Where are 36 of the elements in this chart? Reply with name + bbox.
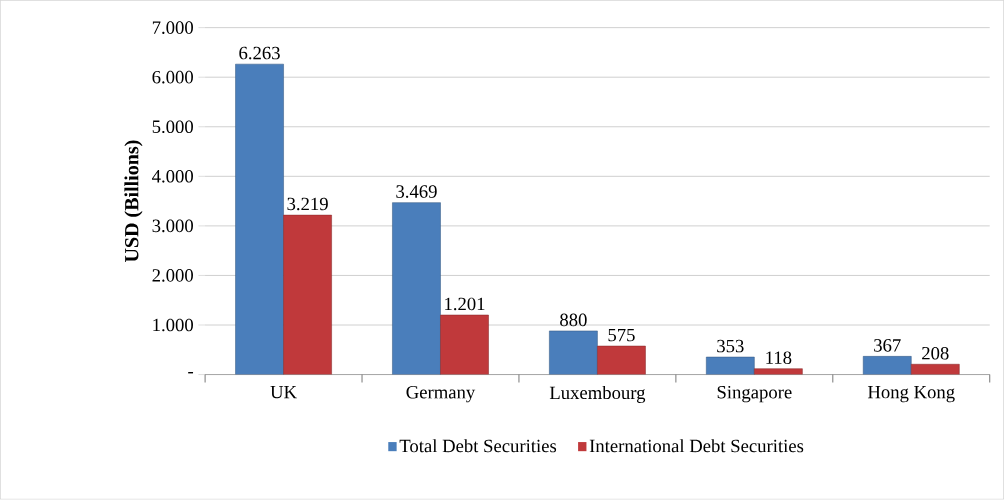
bar [549,330,598,375]
data-label: 575 [608,329,635,342]
x-tick-label: UK [270,386,297,399]
y-tick-label: 5.000 [152,120,193,134]
data-label: 208 [922,347,949,360]
data-label: 3.469 [396,185,437,199]
data-label: 880 [560,313,587,327]
data-label: 6.263 [239,47,280,60]
x-tick-label: Hong Kong [867,386,955,403]
y-tick-label: 6.000 [152,71,193,84]
bar [597,346,646,375]
y-tick-label: 3.000 [152,219,193,233]
data-label: 367 [874,339,901,352]
y-tick-label: 1.000 [153,318,193,332]
bar [862,356,912,375]
x-tick-label: Singapore [717,386,792,403]
legend-label: International Debt Securities [589,439,804,453]
bar [440,314,489,375]
data-label: 1.201 [445,297,485,311]
y-tick-label: 4.000 [152,170,193,183]
data-label: 353 [717,340,744,353]
y-tick-label: 2.000 [152,269,193,282]
y-tick-label: 7.000 [152,21,193,35]
bar [235,64,284,375]
x-tick-label: Luxembourg [549,386,646,404]
y-axis-title: USD (Billions) [124,140,143,263]
data-label: 3.219 [287,197,328,211]
data-label: 118 [766,351,792,365]
legend-label: Total Debt Securities [399,439,557,453]
x-tick-label: Germany [406,386,476,403]
bar [754,368,803,375]
bar [706,357,755,375]
bar [392,202,441,375]
bar [283,214,332,375]
y-tick-label: - [188,372,194,374]
bar [911,364,960,375]
